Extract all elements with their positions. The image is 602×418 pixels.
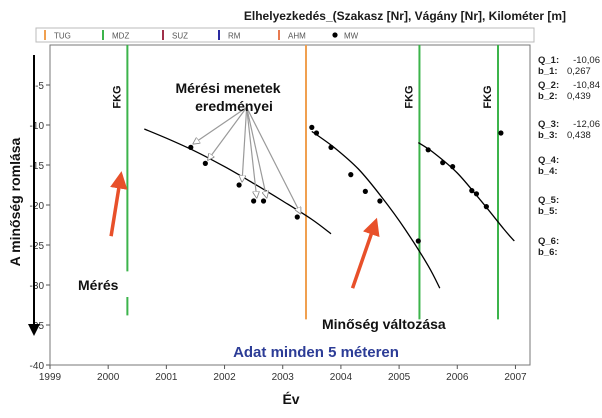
x-tick-label-6: 2005 [388, 372, 411, 383]
param-q-label-2: Q_2: [538, 80, 559, 91]
point-s2-4 [362, 188, 368, 194]
callout-arrow-1 [208, 107, 248, 159]
param-b-label-1: b_1: [538, 66, 558, 77]
meresi-label-line2: eredményei [195, 98, 273, 114]
legend-label-ahm: AHM [288, 32, 306, 41]
legend-marker-mw [332, 32, 338, 38]
param-b-value-1: 0,267 [567, 66, 591, 77]
param-b-label-6: b_6: [538, 247, 558, 258]
y-tick-label-1: -10 [30, 121, 45, 132]
legend-label-mw: MW [344, 32, 359, 41]
point-s2-0 [309, 124, 315, 130]
x-tick-label-5: 2004 [330, 372, 353, 383]
param-b-label-3: b_3: [538, 130, 558, 141]
meres-label: Mérés [78, 277, 119, 293]
param-q-label-1: Q_1: [538, 55, 559, 66]
param-q-label-4: Q_4: [538, 155, 559, 166]
fit-curve-3 [417, 142, 515, 242]
x-tick-label-0: 1999 [39, 372, 62, 383]
param-q-value-1: -10,06 [573, 55, 600, 66]
adat-label: Adat minden 5 méteren [233, 344, 399, 361]
chart-title: Elhelyezkedés_(Szakasz [Nr], Vágány [Nr]… [244, 9, 566, 23]
x-tick-label-1: 2000 [97, 372, 120, 383]
x-tick-label-7: 2006 [446, 372, 469, 383]
fkg-label-2: FKG [403, 85, 415, 108]
legend-label-mdz: MDZ [112, 32, 129, 41]
y-tick-label-6: -35 [30, 321, 45, 332]
fkg-label-3: FKG [482, 85, 494, 108]
point-s1-2 [236, 182, 242, 188]
param-q-label-6: Q_6: [538, 236, 559, 247]
data-points [188, 124, 504, 244]
callout-arrow-0 [194, 106, 247, 143]
point-s3-1 [440, 160, 446, 166]
legend-box [35, 27, 535, 43]
y-tick-label-2: -15 [30, 161, 45, 172]
callout-arrow-3 [246, 107, 257, 197]
param-b-label-4: b_4: [538, 166, 558, 177]
point-s2-5 [377, 198, 383, 204]
param-b-value-3: 0,438 [567, 130, 591, 141]
red-arrow-1 [350, 217, 380, 289]
param-b-label-5: b_5: [538, 206, 558, 217]
y-tick-label-7: -40 [30, 361, 45, 372]
point-s2-2 [328, 144, 334, 150]
point-s3-5 [483, 204, 489, 210]
param-q-value-2: -10,84 [573, 80, 600, 91]
point-s1-5 [294, 214, 300, 220]
point-s2-1 [313, 130, 320, 136]
point-s2-6 [415, 238, 421, 244]
x-tick-label-2: 2001 [155, 372, 178, 383]
point-s3-3 [469, 188, 475, 194]
point-s1-1 [202, 160, 208, 166]
legend-label-suz: SUZ [172, 32, 188, 41]
x-tick-label-4: 2003 [272, 372, 295, 383]
point-s3-4 [473, 191, 480, 197]
legend-label-rm: RM [228, 32, 241, 41]
axes: 1999 2000 2001 2002 2003 2004 2005 2006 2007 -5 -1… [30, 81, 527, 383]
callout-arrow-4 [246, 107, 267, 197]
legend: TUG MDZ SUZ RM AHM MW [44, 30, 359, 41]
minoseg-label: Minőség változása [322, 316, 446, 332]
point-s3-6 [498, 130, 504, 136]
fit-curve-2 [311, 130, 441, 289]
point-s3-2 [450, 164, 456, 170]
red-arrow-0 [109, 171, 128, 237]
vertical-lines: FKG FKG FKG [111, 45, 499, 320]
fkg-label-0: FKG [111, 85, 123, 108]
callout-arrow-2 [242, 107, 248, 181]
x-tick-label-3: 2002 [213, 372, 236, 383]
param-q-label-5: Q_5: [538, 195, 559, 206]
callout-arrows [194, 106, 301, 213]
y-tick-label-3: -20 [30, 201, 45, 212]
point-s1-3 [251, 198, 257, 204]
x-tick-label-8: 2007 [504, 372, 527, 383]
y-tick-label-0: -5 [35, 81, 44, 92]
point-s1-4 [260, 198, 267, 204]
x-axis-label: Év [282, 391, 299, 407]
point-s3-0 [425, 147, 431, 153]
param-q-value-3: -12,06 [573, 119, 600, 130]
side-parameters: Q_1: -10,06 b_1: 0,267 Q_2: -10,84 b_2: 0,439 Q_… [538, 55, 600, 258]
legend-label-tug: TUG [54, 32, 71, 41]
param-q-label-3: Q_3: [538, 119, 559, 130]
point-s2-3 [348, 172, 354, 178]
param-b-value-2: 0,439 [567, 91, 591, 102]
fit-curves [144, 128, 515, 289]
y-tick-label-5: -30 [30, 281, 45, 292]
y-axis-label: A minőség romlása [7, 137, 23, 266]
param-b-label-2: b_2: [538, 91, 558, 102]
callout-arrow-5 [246, 107, 301, 213]
meresi-label-line1: Mérési menetek [175, 80, 280, 96]
fit-curve-1 [144, 128, 332, 235]
y-tick-label-4: -25 [30, 241, 45, 252]
trend-arrows [109, 171, 380, 289]
point-s1-0 [188, 144, 194, 150]
